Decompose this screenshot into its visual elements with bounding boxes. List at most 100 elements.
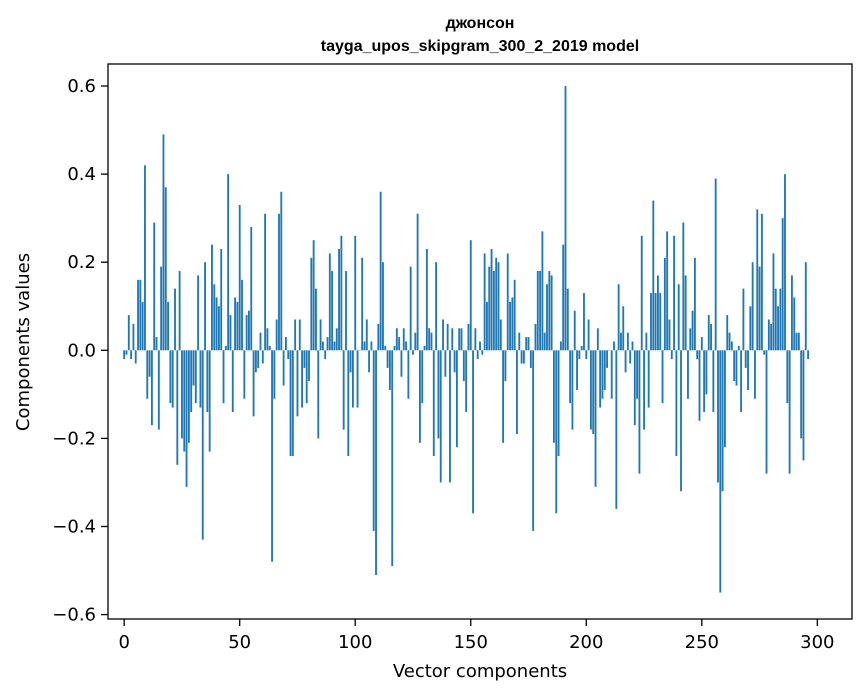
- bar: [312, 240, 315, 351]
- bar: [167, 301, 169, 351]
- bar: [160, 266, 163, 351]
- bar: [162, 134, 165, 351]
- bar: [774, 288, 777, 351]
- bar: [238, 204, 241, 351]
- bar: [141, 301, 144, 351]
- bar: [402, 328, 405, 351]
- bar: [756, 209, 759, 351]
- y-tick-label: 0.2: [67, 252, 96, 273]
- bar: [585, 350, 588, 360]
- y-tick-label: −0.4: [52, 517, 96, 538]
- bar: [465, 350, 468, 412]
- bar: [254, 350, 257, 373]
- bar: [264, 213, 267, 351]
- bar: [606, 350, 609, 368]
- bar: [271, 350, 273, 562]
- x-tick-label: 0: [118, 632, 129, 653]
- bar: [449, 350, 451, 483]
- x-tick-label: 100: [338, 632, 372, 653]
- bar: [546, 284, 548, 351]
- bar: [613, 341, 615, 351]
- bar: [615, 350, 618, 509]
- plot-area-frame: [107, 63, 853, 620]
- bar: [236, 301, 239, 351]
- bar: [305, 350, 308, 404]
- bar: [693, 257, 696, 351]
- bar: [797, 332, 800, 351]
- bar: [511, 297, 514, 351]
- bar: [488, 266, 491, 351]
- x-axis-label: Vector components: [393, 661, 567, 682]
- bar: [298, 319, 301, 351]
- bar: [393, 345, 396, 351]
- bar: [802, 350, 805, 461]
- chart-title-line1: джонсон: [446, 15, 515, 32]
- bar: [185, 350, 188, 487]
- bar: [183, 350, 186, 452]
- bar: [321, 341, 324, 351]
- bar: [206, 350, 209, 412]
- bar: [435, 262, 438, 351]
- bar: [601, 350, 604, 399]
- bar: [388, 350, 391, 390]
- bar: [370, 341, 373, 351]
- bar: [227, 174, 230, 351]
- x-tick-label: 50: [228, 632, 251, 653]
- bar: [437, 350, 440, 439]
- bar: [148, 350, 151, 377]
- bar: [400, 350, 403, 377]
- bar: [534, 323, 537, 351]
- bar: [451, 328, 454, 351]
- bar: [155, 337, 158, 351]
- bar: [331, 271, 334, 351]
- bar: [217, 306, 220, 351]
- bar: [527, 337, 530, 351]
- bar: [241, 279, 243, 351]
- bar: [589, 350, 592, 430]
- bar: [139, 279, 142, 351]
- bar: [754, 350, 756, 399]
- bar: [583, 293, 585, 351]
- bar: [215, 297, 218, 351]
- bar: [130, 350, 133, 360]
- bar: [481, 350, 484, 355]
- bar: [747, 350, 749, 390]
- bar: [409, 266, 412, 351]
- bar: [446, 323, 449, 351]
- y-axis-label: Components values: [13, 253, 34, 431]
- bar: [187, 350, 190, 443]
- bar: [153, 222, 156, 351]
- bar: [499, 319, 502, 351]
- bar: [559, 341, 562, 351]
- bar: [742, 288, 745, 351]
- bar: [767, 319, 770, 351]
- bar: [479, 341, 481, 351]
- bar: [749, 306, 752, 351]
- bar: [319, 319, 322, 351]
- bar: [430, 332, 433, 351]
- bar: [275, 319, 278, 351]
- bar: [204, 262, 206, 351]
- bar: [349, 350, 352, 373]
- bar: [737, 345, 740, 351]
- bar: [638, 350, 641, 474]
- bar: [663, 257, 666, 351]
- bar: [682, 222, 685, 351]
- bar: [419, 350, 421, 443]
- bar: [377, 323, 380, 351]
- y-tick-label: 0.6: [67, 76, 96, 97]
- bar: [684, 275, 687, 351]
- bar: [178, 271, 181, 351]
- bar: [287, 350, 290, 360]
- bar: [624, 350, 627, 373]
- bar: [333, 341, 336, 351]
- bar: [194, 350, 197, 404]
- bar: [289, 350, 292, 457]
- bar: [654, 293, 657, 351]
- bar: [257, 350, 260, 368]
- bar: [719, 350, 722, 593]
- bar: [786, 350, 789, 404]
- chart-title-line2: tayga_upos_skipgram_300_2_2019 model: [321, 38, 639, 55]
- bar: [781, 218, 784, 351]
